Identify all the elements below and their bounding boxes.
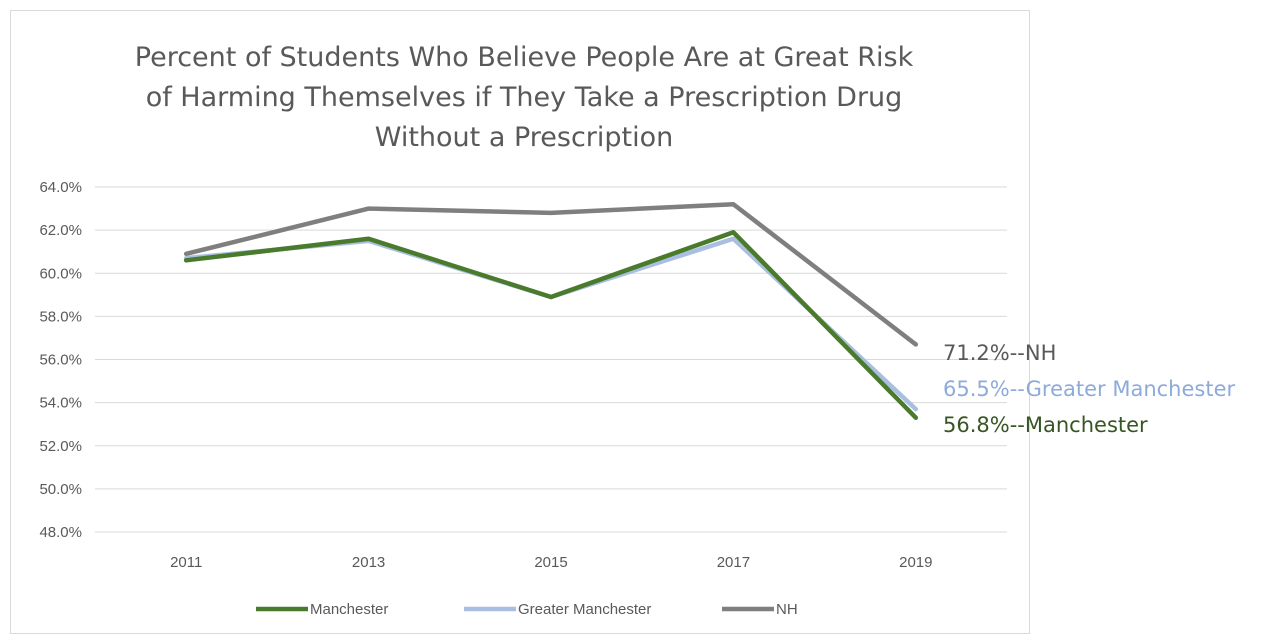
y-tick-label: 48.0%	[39, 524, 82, 541]
legend-label: Greater Manchester	[518, 601, 651, 618]
y-tick-label: 58.0%	[39, 308, 82, 325]
x-tick-label: 2011	[170, 554, 202, 571]
gridlines	[95, 186, 1007, 533]
series-line-greater-manchester	[183, 236, 919, 412]
series-lines	[183, 202, 919, 420]
legend-label: Manchester	[310, 601, 388, 618]
chart-title-line-3: Without a Prescription	[375, 122, 674, 153]
x-tick-label: 2017	[717, 554, 750, 571]
y-tick-label: 60.0%	[39, 265, 82, 282]
y-tick-label: 64.0%	[39, 179, 82, 196]
x-tick-label: 2013	[352, 554, 385, 571]
y-tick-label: 56.0%	[39, 352, 82, 369]
legend-item: NH	[722, 601, 798, 618]
chart-title-line-1: Percent of Students Who Believe People A…	[135, 42, 914, 73]
end-annotation: 71.2%--NH	[943, 341, 1056, 365]
series-line-nh	[183, 202, 919, 347]
chart-title-line-2: of Harming Themselves if They Take a Pre…	[146, 82, 903, 113]
end-annotations: 71.2%--NH 65.5%--Greater Manchester 56.8%-…	[943, 341, 1236, 437]
legend-item: Manchester	[256, 601, 388, 618]
chart-title: Percent of Students Who Believe People A…	[135, 42, 914, 153]
end-annotation: 65.5%--Greater Manchester	[943, 377, 1236, 401]
x-axis-tick-labels: 2011 2013 2015 2017 2019	[170, 554, 932, 571]
legend: Manchester Greater Manchester NH	[256, 601, 798, 618]
legend-item: Greater Manchester	[464, 601, 651, 618]
legend-label: NH	[776, 601, 798, 618]
y-tick-label: 52.0%	[39, 438, 82, 455]
y-tick-label: 50.0%	[39, 481, 82, 498]
y-tick-label: 62.0%	[39, 222, 82, 239]
x-tick-label: 2015	[534, 554, 567, 571]
y-axis-tick-labels: 64.0% 62.0% 60.0% 58.0% 56.0% 54.0% 52.0% 50.0%…	[39, 179, 82, 541]
chart-frame	[10, 10, 1030, 634]
end-annotation: 56.8%--Manchester	[943, 413, 1148, 437]
x-tick-label: 2019	[899, 554, 932, 571]
y-tick-label: 54.0%	[39, 395, 82, 412]
